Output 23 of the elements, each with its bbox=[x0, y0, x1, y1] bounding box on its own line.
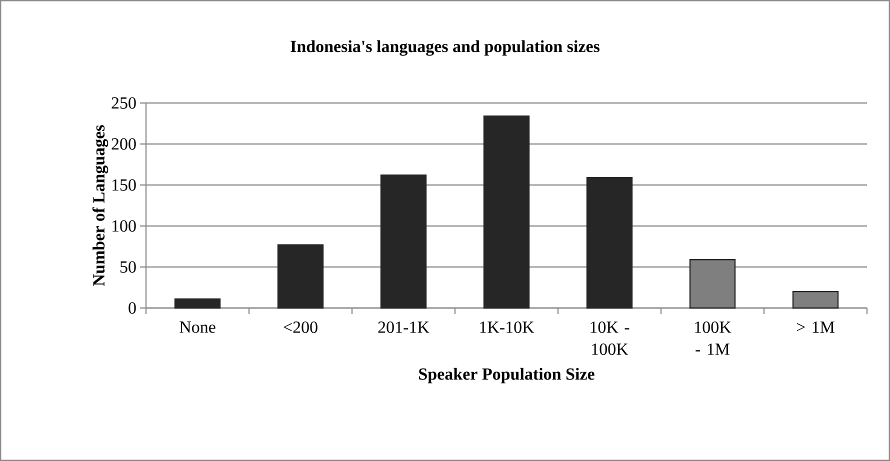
x-tick-label: > 1M bbox=[796, 322, 834, 333]
x-tick-label: 100K - 1M bbox=[695, 322, 732, 355]
y-tick-label: 100 bbox=[112, 220, 136, 232]
bar bbox=[483, 116, 530, 309]
bar bbox=[689, 259, 736, 309]
y-tick-label: 150 bbox=[112, 179, 136, 191]
chart-title: Indonesia's languages and population sizes bbox=[290, 40, 600, 56]
bar bbox=[792, 290, 839, 309]
bar bbox=[174, 298, 221, 309]
bar bbox=[380, 174, 427, 309]
y-tick-label: 50 bbox=[120, 261, 136, 273]
y-tick-label: 200 bbox=[112, 138, 136, 150]
x-tick-label: None bbox=[180, 322, 216, 333]
x-tick-label: 201-1K bbox=[378, 322, 430, 333]
y-tick-label: 0 bbox=[128, 302, 136, 314]
x-tick-label: 1K-10K bbox=[480, 322, 534, 333]
x-tick-label: 10K - 100K bbox=[590, 322, 630, 355]
y-tick-label: 250 bbox=[112, 97, 136, 109]
bar bbox=[586, 177, 633, 309]
y-axis-title: Number of Languages bbox=[92, 125, 108, 286]
x-axis-title: Speaker Population Size bbox=[419, 368, 594, 384]
bar bbox=[277, 244, 324, 309]
x-tick-label: <200 bbox=[284, 322, 318, 333]
